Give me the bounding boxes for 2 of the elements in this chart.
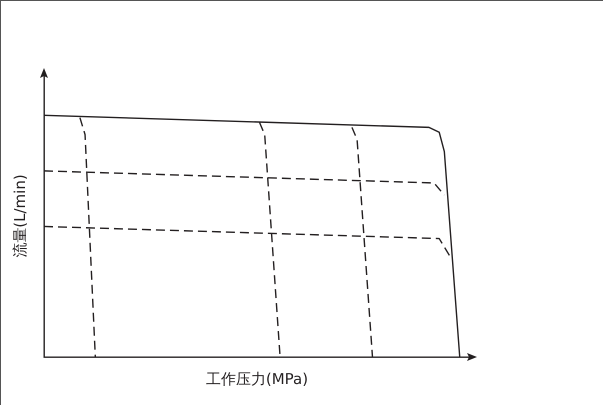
y-axis-title: 流量(L/min) <box>10 174 29 258</box>
x-axis-title: 工作压力(MPa) <box>206 370 308 388</box>
